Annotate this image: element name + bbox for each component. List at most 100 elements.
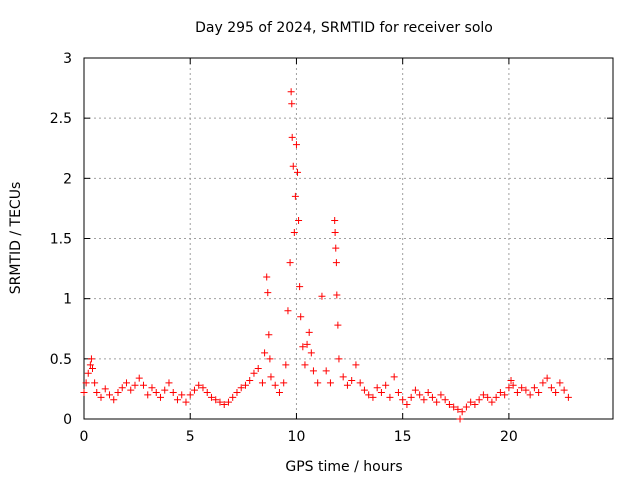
data-point bbox=[127, 386, 135, 394]
data-point bbox=[377, 389, 385, 397]
data-point bbox=[479, 391, 487, 399]
data-point bbox=[535, 389, 543, 397]
data-point bbox=[139, 381, 147, 389]
data-point bbox=[307, 349, 315, 357]
data-point bbox=[556, 379, 564, 387]
data-point bbox=[305, 328, 313, 336]
data-point bbox=[294, 168, 302, 176]
y-tick-label: 0.5 bbox=[50, 352, 72, 368]
data-point bbox=[88, 364, 96, 372]
data-point bbox=[288, 100, 296, 108]
data-point bbox=[84, 369, 92, 377]
data-point bbox=[530, 384, 538, 392]
data-point bbox=[286, 259, 294, 267]
data-point bbox=[250, 369, 258, 377]
data-point bbox=[131, 381, 139, 389]
data-point bbox=[501, 391, 509, 399]
data-point bbox=[224, 398, 232, 406]
data-point bbox=[454, 405, 462, 413]
data-point bbox=[348, 376, 356, 384]
data-point bbox=[87, 355, 95, 363]
data-point bbox=[456, 415, 464, 423]
data-point bbox=[552, 389, 560, 397]
data-point bbox=[216, 398, 224, 406]
data-point bbox=[513, 389, 521, 397]
y-tick-label: 0 bbox=[63, 412, 72, 428]
data-point bbox=[309, 367, 317, 375]
data-point bbox=[441, 396, 449, 404]
data-point bbox=[509, 381, 517, 389]
data-point bbox=[299, 343, 307, 351]
x-axis-label: GPS time / hours bbox=[285, 459, 402, 475]
data-point bbox=[233, 389, 241, 397]
data-point bbox=[91, 379, 99, 387]
data-point bbox=[237, 384, 245, 392]
data-point bbox=[390, 373, 398, 381]
data-point bbox=[475, 396, 483, 404]
data-point bbox=[564, 393, 572, 401]
data-point bbox=[156, 393, 164, 401]
data-point bbox=[258, 379, 266, 387]
data-point bbox=[291, 192, 299, 200]
data-points bbox=[80, 88, 572, 423]
y-axis-label: SRMTID / TECUs bbox=[8, 182, 24, 295]
y-tick-label: 2.5 bbox=[50, 111, 72, 127]
data-point bbox=[339, 373, 347, 381]
data-point bbox=[289, 162, 297, 170]
data-point bbox=[394, 389, 402, 397]
data-point bbox=[332, 244, 340, 252]
data-point bbox=[254, 364, 262, 372]
data-point bbox=[334, 321, 342, 329]
x-tick-label: 20 bbox=[500, 429, 518, 445]
chart-title: Day 295 of 2024, SRMTID for receiver sol… bbox=[195, 20, 493, 36]
data-point bbox=[411, 386, 419, 394]
data-point bbox=[416, 391, 424, 399]
data-point bbox=[264, 289, 272, 297]
data-point bbox=[539, 379, 547, 387]
y-tick-label: 1.5 bbox=[50, 232, 72, 248]
y-tick-label: 3 bbox=[63, 51, 72, 67]
data-point bbox=[462, 403, 470, 411]
data-point bbox=[80, 389, 88, 397]
plot-frame bbox=[83, 57, 614, 420]
data-point bbox=[265, 331, 273, 339]
data-point bbox=[484, 393, 492, 401]
data-point bbox=[148, 384, 156, 392]
data-point bbox=[365, 391, 373, 399]
data-point bbox=[199, 384, 207, 392]
data-point bbox=[322, 367, 330, 375]
data-point bbox=[360, 386, 368, 394]
data-point bbox=[165, 379, 173, 387]
data-point bbox=[267, 373, 275, 381]
data-point bbox=[332, 259, 340, 267]
data-point bbox=[110, 396, 118, 404]
data-point bbox=[331, 216, 339, 224]
data-point bbox=[437, 391, 445, 399]
data-point bbox=[280, 379, 288, 387]
data-point bbox=[547, 384, 555, 392]
data-point bbox=[144, 391, 152, 399]
data-point bbox=[331, 228, 339, 236]
data-point bbox=[333, 291, 341, 299]
data-point bbox=[114, 389, 122, 397]
data-point bbox=[182, 398, 190, 406]
data-point bbox=[261, 349, 269, 357]
data-point bbox=[186, 391, 194, 399]
grid bbox=[84, 58, 613, 419]
data-point bbox=[424, 389, 432, 397]
data-point bbox=[122, 379, 130, 387]
data-point bbox=[450, 403, 458, 411]
data-point bbox=[505, 384, 513, 392]
data-point bbox=[161, 386, 169, 394]
data-point bbox=[288, 133, 296, 141]
data-point bbox=[118, 384, 126, 392]
data-point bbox=[445, 401, 453, 409]
y-tick-label: 1 bbox=[63, 292, 72, 308]
data-point bbox=[212, 396, 220, 404]
data-point bbox=[93, 389, 101, 397]
data-point bbox=[420, 396, 428, 404]
data-point bbox=[135, 374, 143, 382]
data-point bbox=[271, 381, 279, 389]
data-point bbox=[343, 381, 351, 389]
